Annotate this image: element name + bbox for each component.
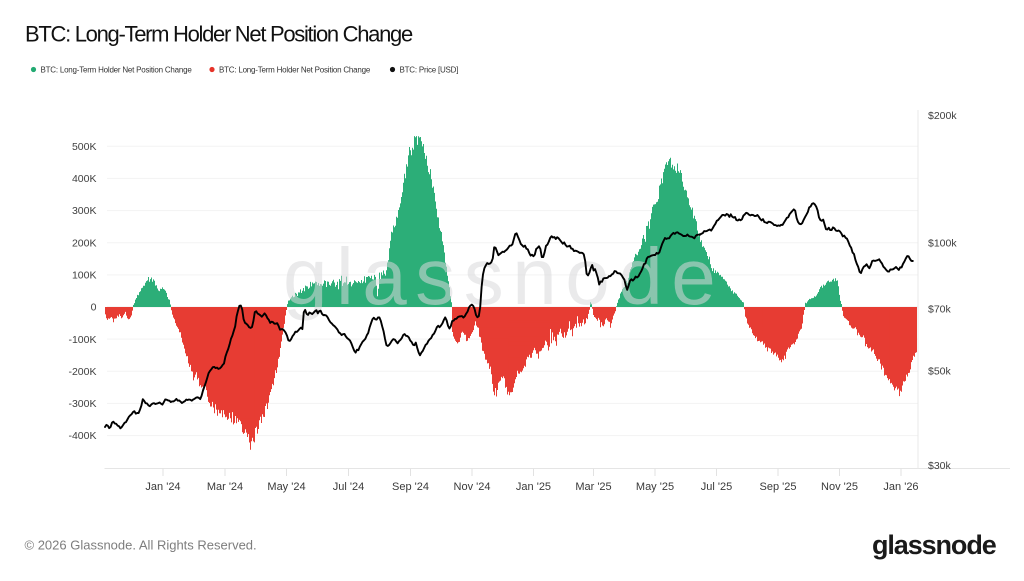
svg-text:Jan '26: Jan '26 [883,481,918,493]
svg-text:$50k: $50k [928,366,952,378]
svg-text:© 2026 Glassnode. All Rights R: © 2026 Glassnode. All Rights Reserved. [25,538,257,553]
svg-text:300K: 300K [72,205,97,217]
svg-text:Jul '25: Jul '25 [701,481,732,493]
svg-text:Jul '24: Jul '24 [333,481,364,493]
svg-text:BTC: Long-Term Holder Net Posi: BTC: Long-Term Holder Net Position Chang… [25,22,413,47]
svg-text:Nov '24: Nov '24 [454,481,491,493]
svg-text:$100k: $100k [928,238,957,250]
svg-text:-400K: -400K [68,430,96,442]
svg-text:400K: 400K [72,173,97,185]
svg-text:-300K: -300K [68,398,96,410]
svg-text:0: 0 [91,302,97,314]
svg-text:$200k: $200k [928,110,957,122]
svg-text:May '25: May '25 [636,481,674,493]
svg-text:glassnode: glassnode [872,530,997,560]
svg-text:Nov '25: Nov '25 [821,481,858,493]
svg-text:100K: 100K [72,270,97,282]
svg-text:-100K: -100K [68,334,96,346]
svg-text:BTC: Price [USD]: BTC: Price [USD] [400,65,459,74]
svg-text:May '24: May '24 [267,481,305,493]
svg-text:Jan '24: Jan '24 [145,481,180,493]
svg-text:$70k: $70k [928,304,952,316]
svg-text:Jan '25: Jan '25 [516,481,551,493]
svg-text:glassnode: glassnode [283,232,724,321]
svg-text:$30k: $30k [928,460,952,472]
svg-text:500K: 500K [72,141,97,153]
svg-text:Sep '25: Sep '25 [760,481,797,493]
svg-text:Sep '24: Sep '24 [392,481,429,493]
svg-text:BTC: Long-Term Holder Net Posi: BTC: Long-Term Holder Net Position Chang… [41,65,193,74]
svg-text:Mar '25: Mar '25 [575,481,611,493]
svg-text:-200K: -200K [68,366,96,378]
svg-text:BTC: Long-Term Holder Net Posi: BTC: Long-Term Holder Net Position Chang… [219,65,371,74]
svg-text:200K: 200K [72,237,97,249]
svg-text:Mar '24: Mar '24 [207,481,243,493]
